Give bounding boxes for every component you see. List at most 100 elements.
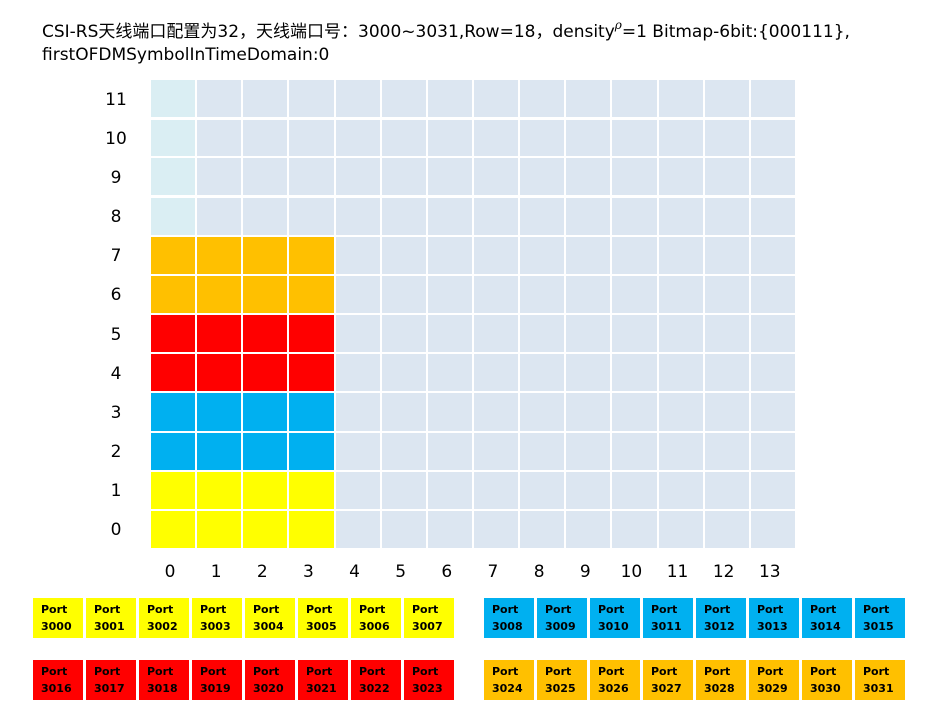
grid-cell bbox=[197, 432, 242, 470]
grid-cell bbox=[473, 197, 519, 235]
grid-cell bbox=[427, 393, 472, 431]
grid-cell bbox=[750, 393, 795, 431]
grid-cell bbox=[427, 158, 472, 196]
grid-cell bbox=[427, 275, 472, 313]
grid-cell bbox=[612, 510, 657, 549]
grid-cell bbox=[381, 510, 426, 549]
grid-cell bbox=[473, 471, 519, 509]
port-legend-item: Port 3016 bbox=[33, 660, 83, 700]
grid-cell bbox=[520, 315, 565, 353]
grid-cell bbox=[381, 236, 426, 274]
grid-cell bbox=[197, 119, 242, 157]
grid-cell bbox=[612, 354, 657, 392]
port-legend-item: Port 3019 bbox=[192, 660, 242, 700]
grid-cell bbox=[704, 315, 749, 353]
grid-cell bbox=[612, 275, 657, 313]
grid-cell bbox=[381, 315, 426, 353]
port-number: 3024 bbox=[492, 682, 523, 695]
port-label: Port bbox=[545, 665, 572, 678]
grid-cell bbox=[381, 471, 426, 509]
port-legend-item: Port 3026 bbox=[590, 660, 640, 700]
grid-cell bbox=[151, 510, 196, 549]
grid-cell bbox=[335, 80, 380, 118]
port-number: 3005 bbox=[306, 620, 337, 633]
grid-cell bbox=[335, 236, 380, 274]
grid-cell bbox=[151, 432, 196, 470]
grid-cell bbox=[335, 471, 380, 509]
grid-cell bbox=[427, 354, 472, 392]
grid-cell bbox=[612, 197, 657, 235]
port-label: Port bbox=[253, 603, 280, 616]
column-label: 0 bbox=[164, 562, 176, 582]
grid-cell bbox=[612, 432, 657, 470]
grid-cell bbox=[750, 354, 795, 392]
port-number: 3014 bbox=[810, 620, 841, 633]
grid-cell bbox=[289, 119, 334, 157]
port-label: Port bbox=[306, 603, 333, 616]
grid-cell bbox=[243, 236, 288, 274]
grid-cell bbox=[658, 197, 703, 235]
row-label: 5 bbox=[110, 324, 122, 345]
grid-cell bbox=[750, 80, 795, 118]
grid-cell bbox=[658, 80, 703, 118]
row-label: 6 bbox=[110, 285, 122, 306]
grid-cell bbox=[427, 315, 472, 353]
grid-cell bbox=[520, 471, 565, 509]
port-number: 3031 bbox=[863, 682, 894, 695]
grid-cell bbox=[704, 471, 749, 509]
grid-cell bbox=[658, 275, 703, 313]
port-label: Port bbox=[598, 665, 625, 678]
column-label: 7 bbox=[487, 562, 499, 582]
grid-cell bbox=[243, 80, 288, 118]
port-number: 3004 bbox=[253, 620, 284, 633]
grid-cell bbox=[750, 275, 795, 313]
port-number: 3016 bbox=[41, 682, 72, 695]
grid-cell bbox=[473, 354, 519, 392]
grid-cell bbox=[520, 80, 565, 118]
port-legend-item: Port 3023 bbox=[404, 660, 454, 700]
resource-grid bbox=[151, 80, 797, 550]
grid-cell bbox=[520, 275, 565, 313]
grid-cell bbox=[473, 275, 519, 313]
grid-cell bbox=[704, 393, 749, 431]
grid-cell bbox=[151, 315, 196, 353]
grid-cell bbox=[658, 471, 703, 509]
grid-cell bbox=[566, 510, 611, 549]
port-number: 3017 bbox=[94, 682, 125, 695]
port-legend-item: Port 3028 bbox=[696, 660, 746, 700]
port-legend-item: Port 3006 bbox=[351, 598, 401, 638]
port-label: Port bbox=[306, 665, 333, 678]
grid-cell bbox=[566, 393, 611, 431]
grid-cell bbox=[335, 119, 380, 157]
port-number: 3012 bbox=[704, 620, 735, 633]
grid-cell bbox=[658, 432, 703, 470]
port-label: Port bbox=[492, 665, 519, 678]
row-label: 11 bbox=[105, 89, 127, 110]
grid-cell bbox=[197, 158, 242, 196]
grid-cell bbox=[197, 393, 242, 431]
title-line-2: firstOFDMSymbolInTimeDomain:0 bbox=[42, 45, 330, 65]
port-number: 3026 bbox=[598, 682, 629, 695]
port-legend-item: Port 3022 bbox=[351, 660, 401, 700]
grid-cell bbox=[381, 393, 426, 431]
grid-cell bbox=[335, 315, 380, 353]
grid-cell bbox=[151, 158, 196, 196]
grid-cell bbox=[289, 432, 334, 470]
port-number: 3018 bbox=[147, 682, 178, 695]
grid-cell bbox=[704, 432, 749, 470]
port-label: Port bbox=[200, 665, 227, 678]
column-label: 8 bbox=[533, 562, 545, 582]
port-label: Port bbox=[359, 665, 386, 678]
port-legend-item: Port 3005 bbox=[298, 598, 348, 638]
grid-cell bbox=[566, 432, 611, 470]
port-number: 3011 bbox=[651, 620, 682, 633]
grid-cell bbox=[243, 432, 288, 470]
grid-cell bbox=[473, 119, 519, 157]
grid-cell bbox=[335, 197, 380, 235]
grid-cell bbox=[381, 119, 426, 157]
port-number: 3028 bbox=[704, 682, 735, 695]
port-legend-item: Port 3007 bbox=[404, 598, 454, 638]
grid-cell bbox=[750, 158, 795, 196]
port-number: 3003 bbox=[200, 620, 231, 633]
port-label: Port bbox=[810, 603, 837, 616]
